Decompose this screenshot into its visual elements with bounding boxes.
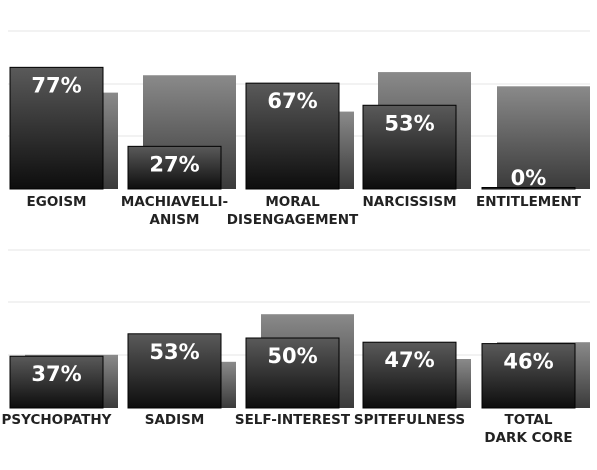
value-label-egoism: 77%	[31, 73, 81, 97]
category-label-egoism: EGOISM	[27, 194, 87, 210]
category-label-entitlement: ENTITLEMENT	[476, 194, 582, 210]
category-label-moral-disengagement: MORAL DISENGAGEMENT	[227, 194, 359, 228]
category-label-sadism: SADISM	[145, 412, 205, 428]
category-label-spitefulness: SPITEFULNESS	[354, 412, 465, 428]
chart-panel-2: 37% PSYCHOPATHY 53% SADISM 50% SELF-INTEREST 4…	[2, 249, 590, 446]
value-label-sadism: 53%	[149, 340, 199, 364]
bar-primary-sadism	[127, 333, 222, 409]
value-label-moral-disengagement: 67%	[267, 89, 317, 113]
chart-panel-1: 77% EGOISM 27% MACHIAVELLI-ANISM 67% MORAL DIS…	[8, 30, 590, 228]
value-label-narcissism: 53%	[384, 111, 434, 135]
value-label-psychopathy: 37%	[31, 362, 81, 386]
category-label-machiavelli-anism: MACHIAVELLI-ANISM	[121, 194, 228, 228]
category-label-psychopathy: PSYCHOPATHY	[2, 412, 112, 428]
bar-primary-egoism	[9, 66, 104, 190]
bar-primary-total-dark-core	[481, 343, 576, 409]
bar-primary-moral-disengagement	[245, 82, 340, 190]
category-label-total-dark-core: TOTAL DARK CORE	[484, 412, 572, 446]
bar-primary-machiavelli-anism	[127, 145, 222, 190]
category-label-narcissism: NARCISSISM	[362, 194, 456, 210]
bar-secondary-entitlement	[497, 86, 590, 189]
bar-primary-self-interest	[245, 337, 340, 409]
value-label-machiavelli-anism: 27%	[149, 152, 199, 176]
value-label-total-dark-core: 46%	[503, 350, 553, 374]
bar-primary-spitefulness	[362, 341, 457, 409]
value-label-self-interest: 50%	[267, 344, 317, 368]
bar-primary-psychopathy	[9, 355, 104, 409]
category-label-self-interest: SELF-INTEREST	[235, 412, 351, 428]
bar-primary-narcissism	[362, 104, 457, 190]
bar-primary-entitlement	[481, 187, 576, 190]
value-label-entitlement: 0%	[511, 166, 547, 190]
value-label-spitefulness: 47%	[384, 348, 434, 372]
